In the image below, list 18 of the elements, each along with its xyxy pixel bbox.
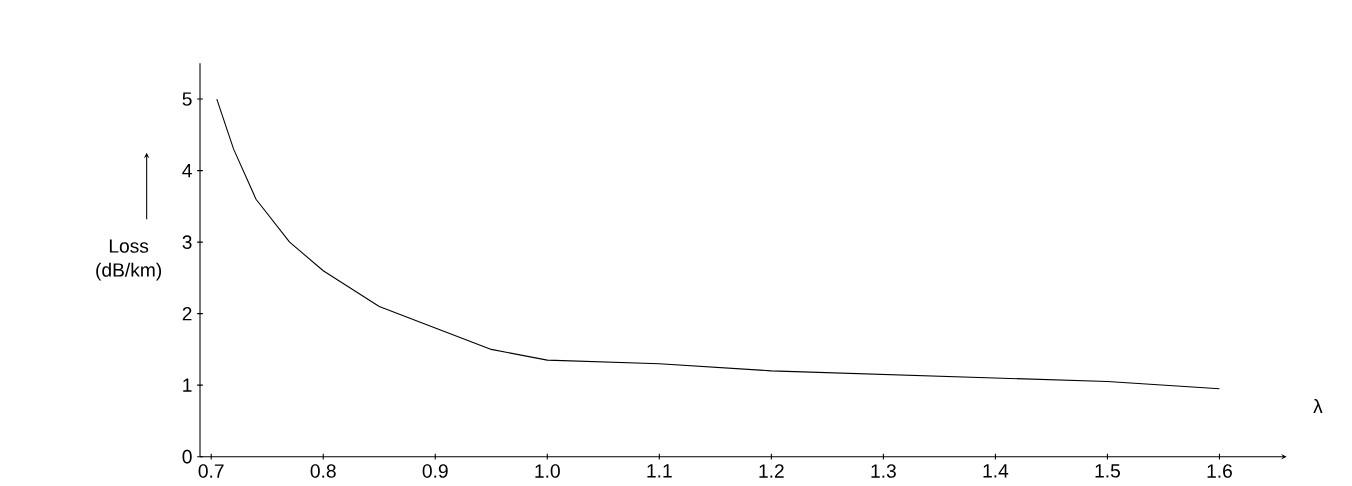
y-tick-label: 5 <box>182 92 192 106</box>
x-tick-label: 1.2 <box>759 464 784 478</box>
y-tick-label: 0 <box>182 449 192 464</box>
y-tick-label: 3 <box>182 235 192 249</box>
x-tick-label: 1.0 <box>535 464 560 478</box>
x-tick-label: 0.7 <box>198 464 224 478</box>
x-tick-label: 1.1 <box>647 464 672 478</box>
y-tick-label: 4 <box>182 163 192 178</box>
x-tick-label: 1.3 <box>871 464 896 478</box>
x-tick-label: 0.9 <box>422 464 448 478</box>
x-tick-label: 1.4 <box>983 464 1009 478</box>
x-tick-label: 1.5 <box>1095 464 1120 478</box>
x-axis-title: λ <box>1313 399 1323 413</box>
y-tick-label: 1 <box>183 378 192 392</box>
y-tick-label: 2 <box>182 306 192 321</box>
x-tick-label: 0.8 <box>310 464 336 478</box>
y-axis-title: Loss (dB/km) <box>96 239 162 281</box>
x-tick-label: 1.6 <box>1207 464 1232 478</box>
